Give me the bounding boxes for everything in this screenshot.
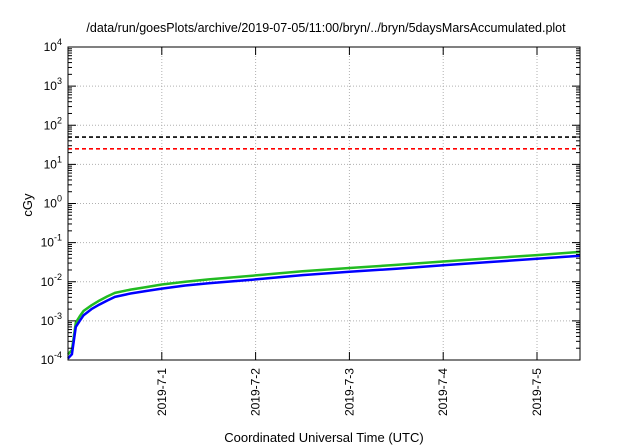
reference-lines — [68, 136, 580, 150]
y-tick-label: 10-4 — [41, 350, 62, 367]
chart-title: /data/run/goesPlots/archive/2019-07-05/1… — [86, 21, 566, 35]
x-tick-label: 2019-7-5 — [530, 368, 544, 416]
series-line — [67, 254, 581, 360]
plot-series — [67, 250, 581, 360]
y-tick-label: 10-1 — [41, 233, 62, 250]
y-tick-label: 101 — [44, 154, 62, 171]
grid — [68, 47, 580, 360]
x-tick-label: 2019-7-3 — [342, 368, 356, 416]
series-line — [67, 250, 581, 356]
y-tick-label: 102 — [44, 115, 62, 132]
y-axis-ticks: 10-4 10-3 10-2 10-1 100 101 102 103 104 — [41, 37, 580, 367]
x-axis-label: Coordinated Universal Time (UTC) — [224, 430, 423, 445]
x-tick-label: 2019-7-4 — [436, 368, 450, 416]
x-axis-ticks: 2019-7-1 2019-7-2 2019-7-3 2019-7-4 2019-7-5 — [155, 47, 544, 416]
x-tick-label: 2019-7-2 — [249, 368, 263, 416]
y-tick-label: 103 — [44, 76, 62, 93]
y-tick-label: 104 — [44, 37, 62, 54]
y-tick-label: 10-2 — [41, 272, 62, 289]
y-axis-label: cGy — [20, 193, 35, 217]
x-tick-label: 2019-7-1 — [155, 368, 169, 416]
y-tick-label: 100 — [44, 194, 62, 211]
y-tick-label: 10-3 — [41, 311, 62, 328]
